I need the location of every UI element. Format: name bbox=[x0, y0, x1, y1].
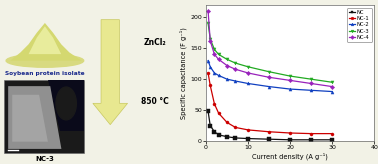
NC-2 bbox=[225, 78, 229, 80]
NC-2 bbox=[206, 60, 211, 62]
NC-4 bbox=[216, 58, 221, 60]
Y-axis label: Specific capacitance (F g⁻¹): Specific capacitance (F g⁻¹) bbox=[180, 27, 187, 119]
NC-1 bbox=[208, 84, 212, 86]
NC-3 bbox=[216, 53, 221, 55]
FancyArrow shape bbox=[93, 20, 127, 125]
Polygon shape bbox=[29, 26, 61, 54]
NC bbox=[233, 137, 238, 139]
NC-4 bbox=[225, 65, 229, 67]
NC-3 bbox=[330, 81, 335, 83]
NC-1 bbox=[309, 133, 313, 135]
NC-1 bbox=[267, 131, 271, 133]
FancyBboxPatch shape bbox=[4, 80, 84, 153]
Text: NC-3: NC-3 bbox=[36, 156, 54, 162]
NC-4 bbox=[330, 86, 335, 88]
NC-1 bbox=[233, 126, 238, 128]
NC-2 bbox=[216, 74, 221, 76]
NC-3 bbox=[288, 75, 293, 77]
NC-4 bbox=[288, 79, 293, 81]
NC-3 bbox=[233, 62, 238, 64]
Polygon shape bbox=[10, 23, 82, 61]
NC-4 bbox=[212, 53, 217, 55]
NC-4 bbox=[233, 68, 238, 70]
NC-4 bbox=[208, 40, 212, 42]
X-axis label: Current density (A g⁻¹): Current density (A g⁻¹) bbox=[252, 153, 328, 161]
NC-3 bbox=[206, 22, 211, 24]
NC-2 bbox=[267, 86, 271, 88]
NC-1 bbox=[288, 132, 293, 134]
Ellipse shape bbox=[56, 87, 76, 120]
Legend: NC, NC-1, NC-2, NC-3, NC-4: NC, NC-1, NC-2, NC-3, NC-4 bbox=[347, 8, 372, 42]
NC-2 bbox=[288, 88, 293, 90]
NC-1 bbox=[206, 72, 211, 74]
NC bbox=[267, 138, 271, 140]
Line: NC: NC bbox=[207, 110, 334, 141]
NC-2 bbox=[233, 80, 238, 82]
NC-2 bbox=[309, 89, 313, 91]
NC-2 bbox=[246, 82, 250, 84]
NC-2 bbox=[212, 72, 217, 74]
Text: Soybean protein isolate: Soybean protein isolate bbox=[5, 71, 85, 75]
Polygon shape bbox=[8, 86, 61, 149]
NC-4 bbox=[309, 82, 313, 84]
NC-1 bbox=[216, 112, 221, 114]
NC-1 bbox=[330, 133, 335, 135]
Line: NC-2: NC-2 bbox=[207, 59, 334, 93]
NC bbox=[288, 139, 293, 141]
Text: 850 °C: 850 °C bbox=[141, 97, 169, 106]
Polygon shape bbox=[12, 95, 48, 142]
NC bbox=[309, 139, 313, 141]
Ellipse shape bbox=[6, 54, 84, 67]
NC-4 bbox=[267, 76, 271, 78]
NC-2 bbox=[208, 66, 212, 68]
NC bbox=[206, 110, 211, 112]
NC-1 bbox=[246, 129, 250, 131]
Polygon shape bbox=[48, 80, 84, 131]
NC-3 bbox=[225, 58, 229, 60]
NC-4 bbox=[246, 72, 250, 74]
NC-3 bbox=[309, 78, 313, 80]
NC bbox=[216, 134, 221, 136]
NC bbox=[212, 131, 217, 133]
Line: NC-3: NC-3 bbox=[207, 22, 334, 84]
NC-2 bbox=[330, 91, 335, 92]
NC-1 bbox=[212, 103, 217, 105]
NC bbox=[330, 139, 335, 141]
NC bbox=[208, 125, 212, 127]
NC-3 bbox=[246, 66, 250, 68]
NC-1 bbox=[225, 122, 229, 123]
NC-3 bbox=[212, 49, 217, 51]
NC-3 bbox=[267, 71, 271, 73]
NC-3 bbox=[208, 38, 212, 40]
Line: NC-1: NC-1 bbox=[207, 72, 334, 135]
NC bbox=[246, 138, 250, 140]
NC bbox=[225, 136, 229, 138]
NC-4 bbox=[206, 10, 211, 12]
Text: ZnCl₂: ZnCl₂ bbox=[144, 38, 166, 47]
Line: NC-4: NC-4 bbox=[207, 10, 334, 88]
